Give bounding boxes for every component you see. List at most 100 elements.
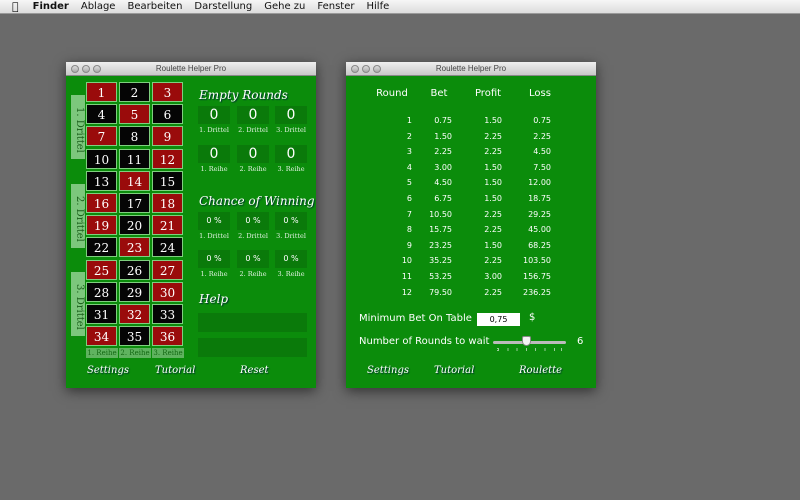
chance-reihe-3-value: 0 % — [275, 250, 307, 268]
table-cell-r4-c4: 7.50 — [533, 162, 551, 172]
chance-drittel-2-label: 2. Drittel — [238, 232, 268, 240]
zoom-button[interactable] — [93, 65, 101, 73]
number-cell-8[interactable]: 8 — [119, 126, 150, 147]
header-bet: Bet — [430, 88, 448, 99]
empty-rounds-reihe-1-label: 1. Reihe — [200, 165, 228, 173]
table-cell-r10-c2: 35.25 — [429, 256, 452, 266]
table-cell-r5-c3: 1.50 — [484, 178, 502, 188]
number-cell-3[interactable]: 3 — [152, 82, 183, 102]
zoom-button[interactable] — [373, 65, 381, 73]
number-cell-34[interactable]: 34 — [86, 326, 117, 347]
title-bar[interactable]: Roulette Helper Pro — [66, 62, 316, 76]
table-cell-r12-c3: 2.25 — [484, 287, 502, 297]
header-loss: Loss — [529, 88, 551, 99]
number-cell-22[interactable]: 22 — [86, 237, 117, 258]
empty-rounds-title: Empty Rounds — [199, 88, 288, 102]
empty-rounds-reihe-3-label: 3. Reihe — [277, 165, 305, 173]
menu-gehe-zu[interactable]: Gehe zu — [257, 1, 305, 12]
close-button[interactable] — [71, 65, 79, 73]
reihe-3-label[interactable]: 3. Reihe — [152, 348, 184, 358]
chance-reihe-1-label: 1. Reihe — [200, 270, 228, 278]
tab-2-drittel[interactable]: 2. Drittel — [71, 184, 85, 248]
title-bar[interactable]: Roulette Helper Pro — [346, 62, 596, 76]
table-cell-r1-c4: 0.75 — [533, 116, 551, 125]
number-cell-30[interactable]: 30 — [152, 281, 183, 302]
rounds-value: 6 — [577, 336, 584, 347]
rounds-slider-knob[interactable] — [522, 336, 532, 346]
number-cell-14[interactable]: 14 — [119, 170, 150, 191]
number-cell-17[interactable]: 17 — [119, 193, 150, 213]
number-cell-20[interactable]: 20 — [119, 215, 150, 236]
reihe-2-label[interactable]: 2. Reihe — [119, 348, 151, 358]
chance-title: Chance of Winning — [199, 194, 315, 208]
number-cell-16[interactable]: 16 — [86, 193, 117, 213]
min-bet-input[interactable]: 0,75 — [477, 313, 520, 326]
close-button[interactable] — [351, 65, 359, 73]
number-cell-23[interactable]: 23 — [119, 237, 150, 258]
number-cell-18[interactable]: 18 — [152, 193, 183, 213]
table-cell-r12-c4: 236.25 — [523, 287, 551, 297]
number-cell-24[interactable]: 24 — [152, 237, 183, 258]
settings-button[interactable]: Settings — [367, 365, 409, 376]
table-cell-r6-c3: 1.50 — [484, 194, 502, 203]
table-cell-r5-c4: 12.00 — [528, 178, 551, 188]
empty-rounds-drittel-1-value: 0 — [198, 106, 230, 124]
number-cell-4[interactable]: 4 — [86, 104, 117, 125]
number-cell-5[interactable]: 5 — [119, 104, 150, 125]
menu-finder[interactable]: Finder — [26, 1, 69, 12]
table-cell-r8-c3: 2.25 — [484, 225, 502, 235]
minimize-button[interactable] — [82, 65, 90, 73]
number-cell-1[interactable]: 1 — [86, 82, 117, 102]
table-cell-r12-c1: 12 — [401, 287, 412, 297]
table-cell-r2-c1: 2 — [406, 131, 412, 141]
number-cell-32[interactable]: 32 — [119, 304, 150, 324]
number-cell-33[interactable]: 33 — [152, 304, 183, 324]
empty-rounds-reihe-2-label: 2. Reihe — [239, 165, 267, 173]
number-cell-11[interactable]: 11 — [119, 148, 150, 169]
reset-button[interactable]: Reset — [240, 365, 269, 376]
number-cell-10[interactable]: 10 — [86, 148, 117, 169]
number-cell-9[interactable]: 9 — [152, 126, 183, 147]
table-cell-r7-c2: 10.50 — [429, 209, 452, 219]
settings-button[interactable]: Settings — [87, 365, 129, 376]
number-cell-15[interactable]: 15 — [152, 170, 183, 191]
chance-reihe-1-value: 0 % — [198, 250, 230, 268]
number-cell-28[interactable]: 28 — [86, 281, 117, 302]
number-cell-36[interactable]: 36 — [152, 326, 183, 347]
table-cell-r6-c2: 6.75 — [434, 194, 452, 203]
table-cell-r4-c2: 3.00 — [434, 162, 452, 172]
help-title: Help — [199, 292, 229, 306]
number-cell-21[interactable]: 21 — [152, 215, 183, 236]
apple-menu-icon[interactable]:  — [12, 0, 19, 13]
table-cell-r9-c3: 1.50 — [484, 240, 502, 250]
tab-3-drittel[interactable]: 3. Drittel — [71, 272, 85, 336]
number-cell-13[interactable]: 13 — [86, 170, 117, 191]
tab-1-drittel[interactable]: 1. Drittel — [71, 95, 85, 159]
number-cell-2[interactable]: 2 — [119, 82, 150, 102]
number-cell-31[interactable]: 31 — [86, 304, 117, 324]
number-cell-25[interactable]: 25 — [86, 259, 117, 280]
menu-fenster[interactable]: Fenster — [310, 1, 354, 12]
table-cell-r3-c4: 4.50 — [533, 147, 551, 157]
menu-bearbeiten[interactable]: Bearbeiten — [120, 1, 182, 12]
number-cell-35[interactable]: 35 — [119, 326, 150, 347]
menu-ablage[interactable]: Ablage — [74, 1, 116, 12]
number-cell-7[interactable]: 7 — [86, 126, 117, 147]
minimize-button[interactable] — [362, 65, 370, 73]
number-cell-6[interactable]: 6 — [152, 104, 183, 125]
table-cell-r9-c1: 9 — [406, 240, 412, 250]
number-cell-27[interactable]: 27 — [152, 259, 183, 280]
roulette-button[interactable]: Roulette — [519, 365, 563, 376]
number-cell-12[interactable]: 12 — [152, 148, 183, 169]
menu-hilfe[interactable]: Hilfe — [359, 1, 390, 12]
number-cell-26[interactable]: 26 — [119, 259, 150, 280]
table-cell-r8-c2: 15.75 — [429, 225, 452, 235]
reihe-1-label[interactable]: 1. Reihe — [86, 348, 118, 358]
tutorial-button[interactable]: Tutorial — [434, 365, 475, 376]
number-cell-29[interactable]: 29 — [119, 281, 150, 302]
menu-darstellung[interactable]: Darstellung — [187, 1, 252, 12]
window-title: Roulette Helper Pro — [435, 64, 507, 73]
betting-table-window: Roulette Helper Pro Round Bet Profit Los… — [346, 62, 596, 388]
tutorial-button[interactable]: Tutorial — [155, 365, 196, 376]
number-cell-19[interactable]: 19 — [86, 215, 117, 236]
